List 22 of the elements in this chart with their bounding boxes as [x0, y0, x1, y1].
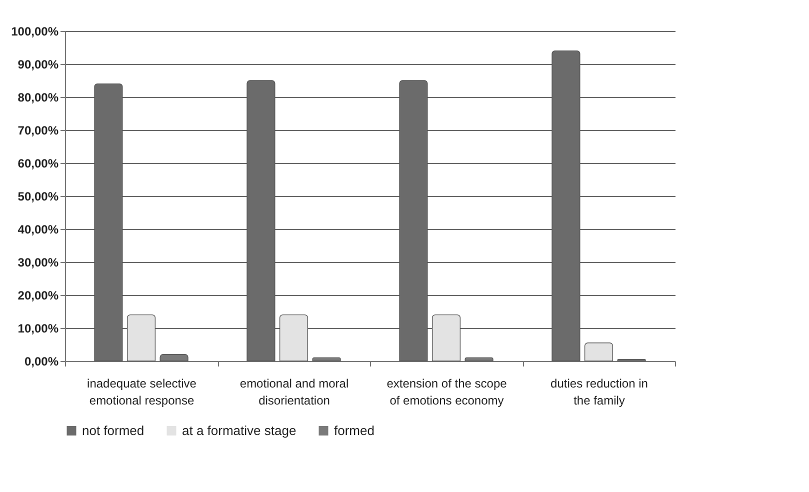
bar — [279, 314, 308, 362]
y-tick-label: 30,00% — [18, 256, 59, 270]
x-tick-label: emotional and moral disorientation — [240, 376, 349, 408]
x-tick-label: extension of the scope of emotions economy — [386, 376, 508, 408]
y-tick-label: 100,00% — [11, 24, 59, 38]
y-tick-label: 20,00% — [18, 288, 59, 302]
bar — [432, 314, 461, 362]
legend-label: not formed — [82, 422, 144, 438]
y-tick-label: 0,00% — [24, 354, 59, 368]
y-tick-label: 10,00% — [18, 322, 59, 336]
legend-label: at a formative stage — [182, 422, 296, 438]
legend-label: formed — [334, 422, 374, 438]
y-tick-label: 90,00% — [18, 58, 59, 72]
y-tick-label: 50,00% — [18, 190, 59, 204]
x-tick-label: inadequate selective emotional response — [87, 376, 197, 408]
x-tick-label: duties reduction in the family — [550, 376, 648, 408]
bar — [584, 342, 614, 362]
y-tick-label: 40,00% — [18, 222, 59, 236]
y-tick-label: 70,00% — [18, 124, 59, 138]
y-tick-label: 80,00% — [18, 90, 59, 104]
y-tick-label: 60,00% — [18, 156, 59, 170]
bar — [126, 314, 156, 362]
